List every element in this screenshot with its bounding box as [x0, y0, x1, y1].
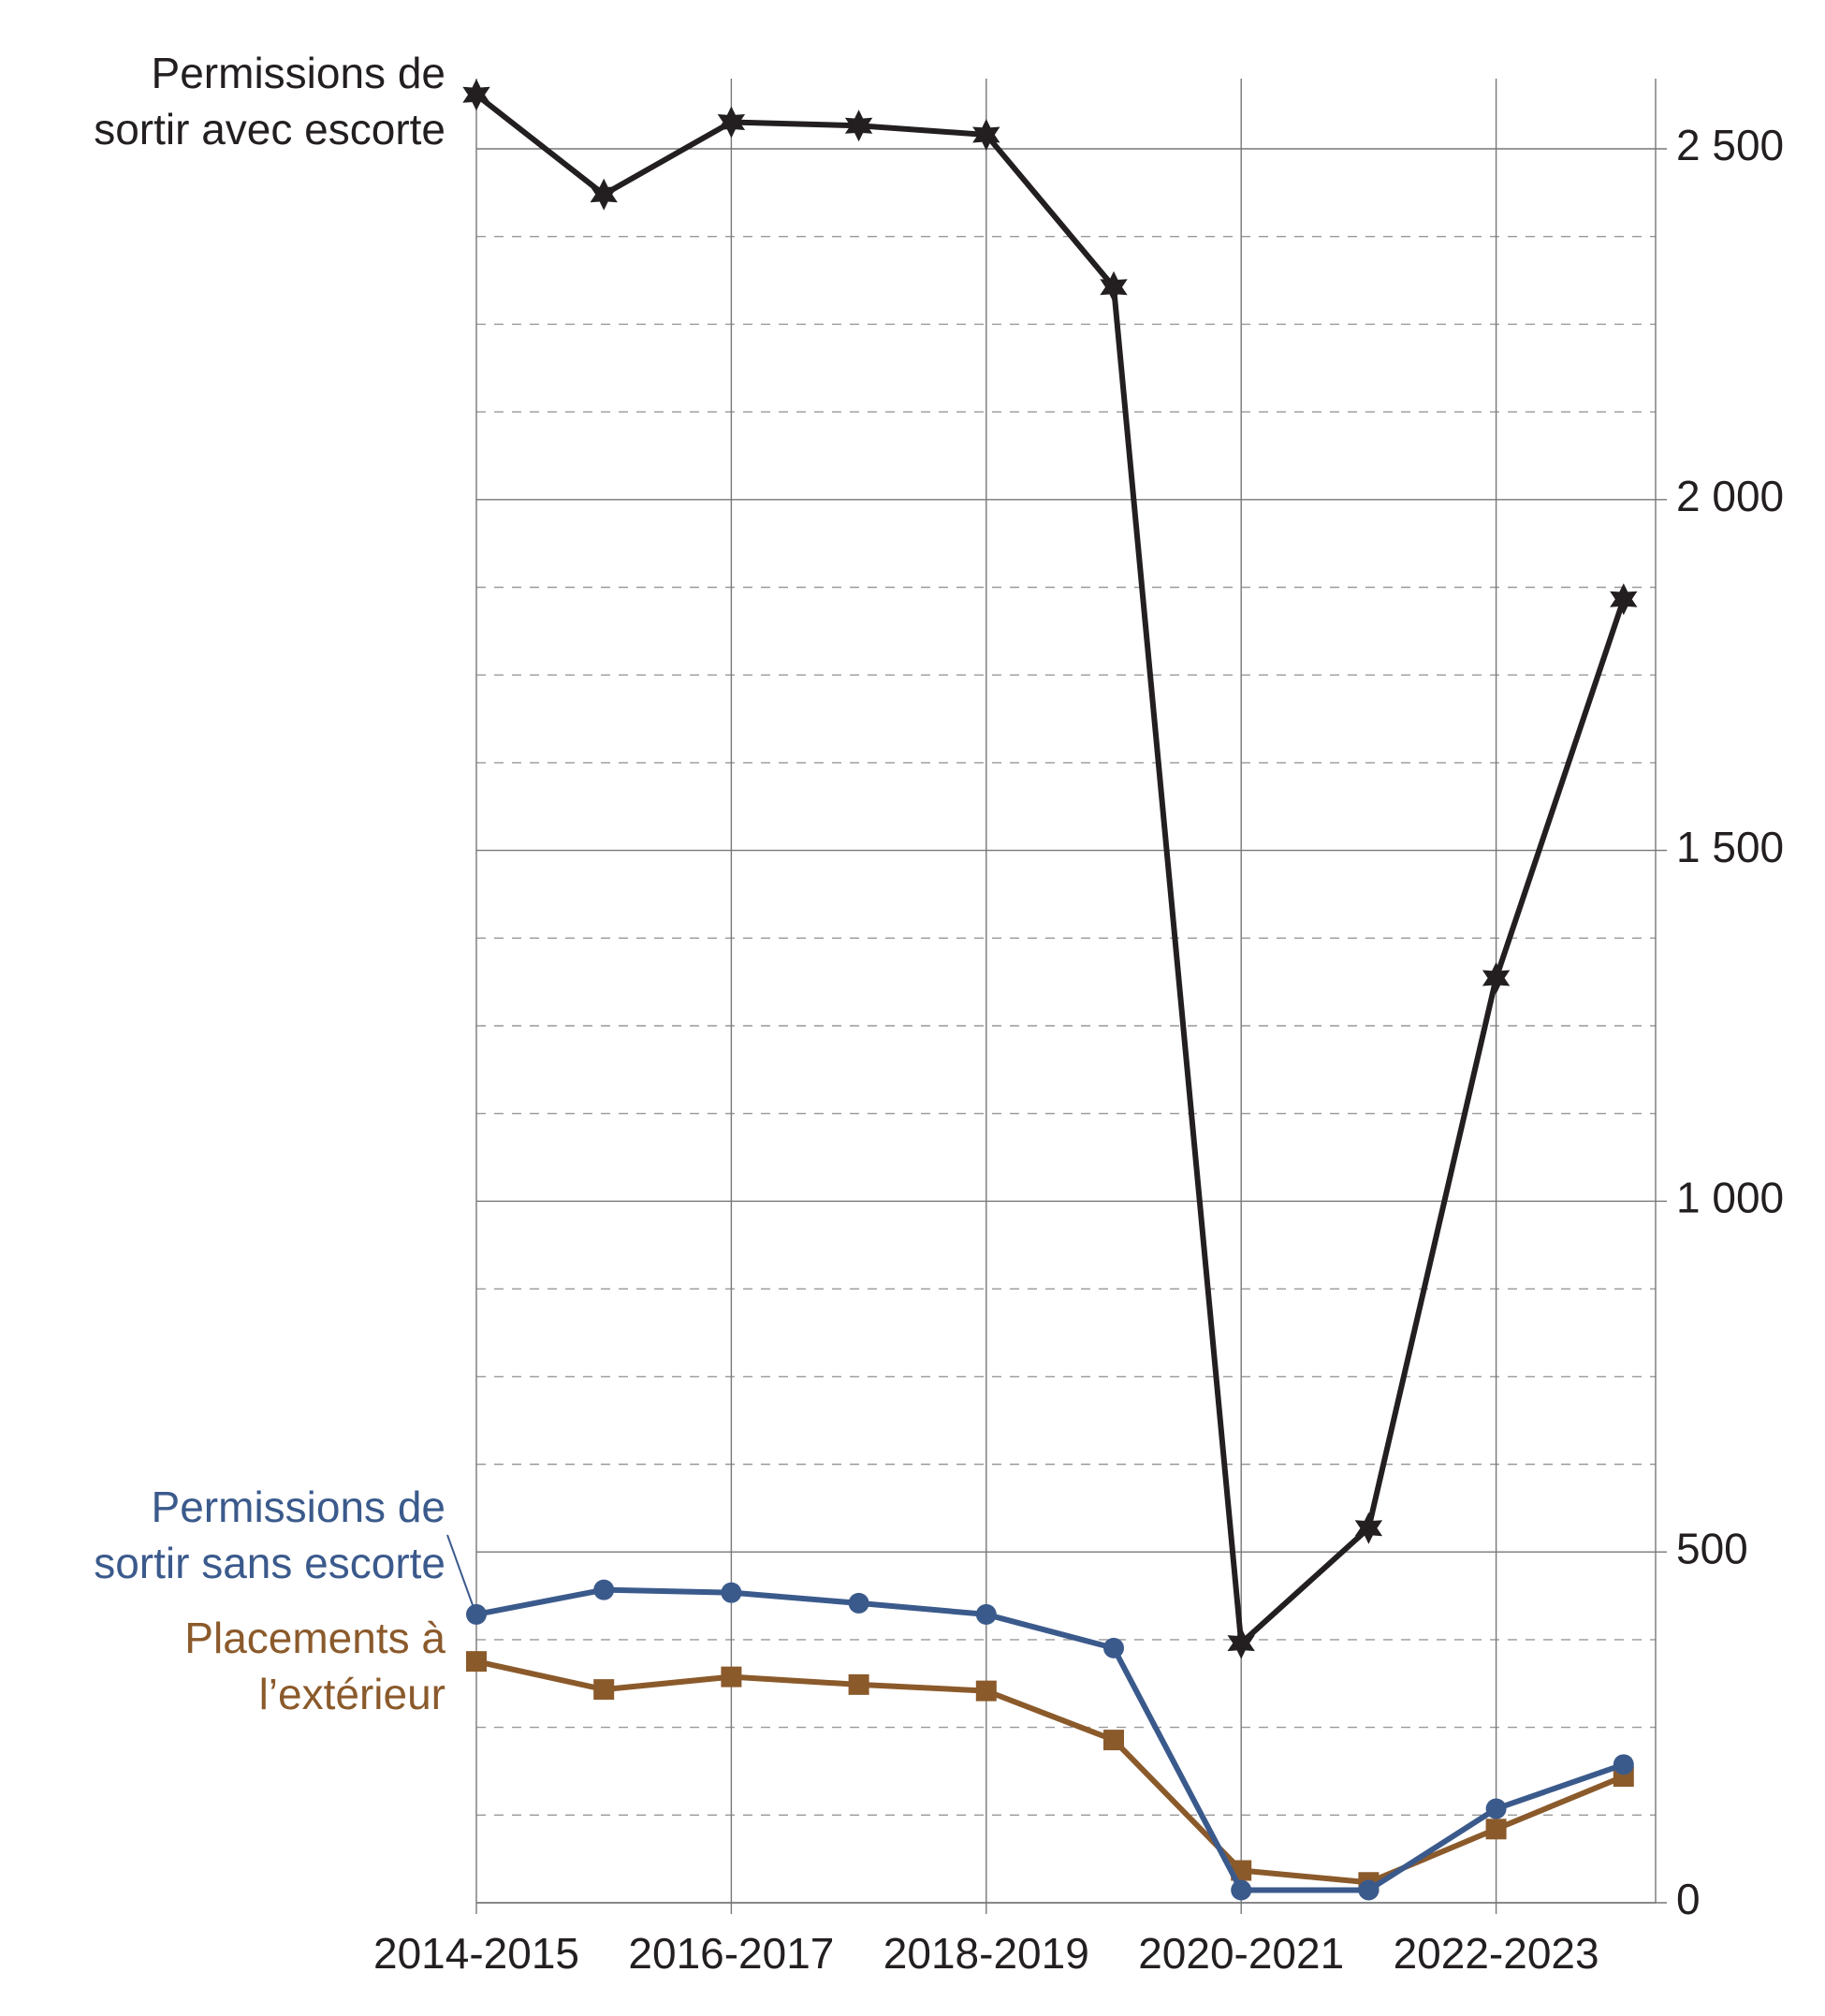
- x-tick-label: 2018-2019: [883, 1929, 1089, 1978]
- point: [462, 79, 490, 111]
- series-label: Permissions de sortir avec escorte: [94, 49, 445, 153]
- point: [466, 1603, 487, 1625]
- y-tick-label: 2 000: [1676, 472, 1784, 520]
- y-tick-label: 0: [1676, 1875, 1701, 1923]
- point: [590, 178, 618, 211]
- point: [1482, 962, 1511, 994]
- point: [721, 1582, 742, 1603]
- point: [848, 1592, 869, 1614]
- point: [593, 1679, 615, 1701]
- point: [848, 1673, 869, 1695]
- y-tick-label: 1 500: [1676, 823, 1784, 871]
- point: [1485, 1798, 1507, 1819]
- y-tick-label: 1 000: [1676, 1174, 1784, 1222]
- point: [1227, 1627, 1255, 1659]
- point: [1485, 1819, 1507, 1840]
- series-line: [475, 1658, 1625, 1886]
- point: [1100, 270, 1128, 303]
- x-tick-label: 2020-2021: [1138, 1929, 1344, 1978]
- series-label: Permissions de sortir sans escorte: [94, 1483, 445, 1587]
- series-line: [474, 92, 1627, 1646]
- point: [972, 119, 1000, 151]
- point: [466, 1651, 487, 1673]
- point: [593, 1579, 615, 1600]
- point: [1103, 1637, 1124, 1658]
- series-line: [475, 1586, 1625, 1893]
- x-tick-label: 2022-2023: [1394, 1929, 1599, 1978]
- y-tick-label: 500: [1676, 1524, 1748, 1572]
- point: [975, 1603, 997, 1625]
- series-label: Placements à l’extérieur: [184, 1614, 445, 1718]
- point: [721, 1666, 742, 1687]
- x-tick-label: 2016-2017: [628, 1929, 834, 1978]
- point: [1103, 1730, 1124, 1751]
- y-tick-label: 2 500: [1676, 121, 1784, 169]
- point: [1231, 1879, 1252, 1901]
- point: [717, 106, 746, 139]
- point: [1610, 583, 1638, 616]
- point: [844, 110, 873, 142]
- label-connector: [446, 1534, 477, 1616]
- x-tick-label: 2014-2015: [373, 1929, 579, 1978]
- point: [1613, 1754, 1634, 1775]
- point: [1354, 1512, 1383, 1544]
- point: [975, 1680, 997, 1702]
- point: [1358, 1879, 1380, 1901]
